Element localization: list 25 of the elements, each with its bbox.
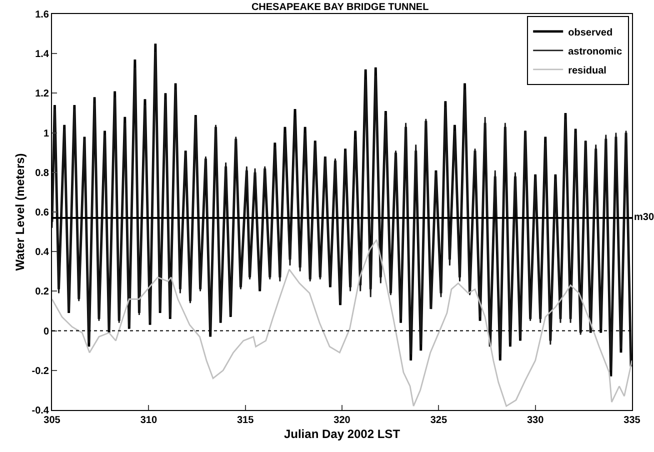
x-tick-label: 330 <box>526 415 544 426</box>
x-tick-label: 335 <box>624 415 641 426</box>
y-tick-label: 0.2 <box>35 286 50 298</box>
y-tick-label: 0.6 <box>35 208 50 218</box>
y-tick-label: -0.2 <box>32 366 50 377</box>
y-tick-label: 0 <box>43 326 50 338</box>
x-tick-label: 305 <box>44 415 61 426</box>
legend-label: residual <box>568 65 607 76</box>
y-tick-label: 1.6 <box>35 10 50 20</box>
chart-title: CHESAPEAKE BAY BRIDGE TUNNEL <box>251 2 429 14</box>
y-axis-title: Water Level (meters) <box>13 153 28 271</box>
y-tick-label: 0.8 <box>35 168 50 179</box>
legend-label: astronomic <box>568 46 622 58</box>
x-tick-label: 315 <box>236 415 254 426</box>
y-tick-label: 1 <box>43 128 50 140</box>
x-axis-title: Julian Day 2002 LST <box>284 426 401 441</box>
y-tick-label: 0.4 <box>35 247 50 258</box>
y-tick-label: 1.4 <box>35 49 50 60</box>
x-tick-label: 325 <box>430 415 448 426</box>
x-tick-label: 310 <box>140 415 158 426</box>
legend-label: observed <box>568 27 613 38</box>
y-tick-label: 1.2 <box>35 88 50 100</box>
ref-line-label: m30 <box>634 212 654 223</box>
x-tick-label: 320 <box>334 415 351 426</box>
y-tick-label: -0.4 <box>32 406 50 416</box>
